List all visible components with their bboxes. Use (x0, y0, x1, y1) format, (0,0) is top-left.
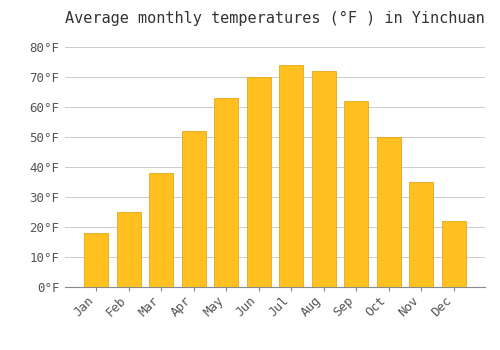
Bar (182, 131, 206, 287)
Bar (214, 98, 238, 287)
Bar (84, 233, 108, 287)
Bar (344, 101, 368, 287)
Bar (376, 137, 401, 287)
Bar (279, 64, 303, 287)
Title: Average monthly temperatures (°F ) in Yinchuan: Average monthly temperatures (°F ) in Yi… (65, 11, 485, 26)
Bar (409, 182, 434, 287)
Bar (312, 71, 336, 287)
Bar (116, 212, 141, 287)
Bar (149, 173, 174, 287)
Bar (246, 77, 271, 287)
Bar (442, 221, 466, 287)
